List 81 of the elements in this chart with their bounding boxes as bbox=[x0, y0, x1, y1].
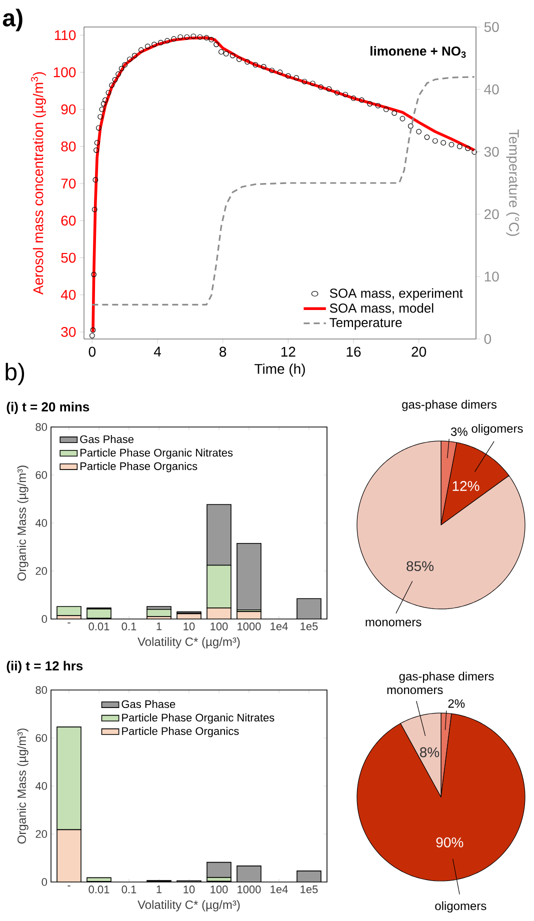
y-tick-label: 20 bbox=[36, 830, 48, 838]
x-tick-label: 1000 bbox=[238, 622, 261, 630]
y-tick-label: 70 bbox=[61, 178, 76, 189]
x-tick-label: 1 bbox=[156, 886, 162, 894]
y-tick-label: 40 bbox=[35, 519, 48, 527]
x-tick-label: 1e5 bbox=[300, 622, 318, 630]
y-tick-label: 60 bbox=[36, 734, 48, 742]
y-tick-label: 40 bbox=[60, 290, 76, 300]
x-tick-label: 0.01 bbox=[88, 886, 110, 894]
y-tick-label: 100 bbox=[54, 67, 76, 78]
x-tick-label: 100 bbox=[210, 886, 228, 894]
x-tick-label: 8 bbox=[220, 346, 226, 357]
x-tick-label: 0.1 bbox=[122, 622, 136, 630]
data-label: 85% bbox=[406, 561, 434, 572]
slice-label: oligomers bbox=[472, 424, 523, 436]
data-label: 2% bbox=[448, 699, 465, 708]
chart-title: a) bbox=[2, 8, 22, 32]
y-axis-title: Organic Mass (µg/m³) bbox=[17, 466, 28, 581]
y2-tick-label: 30 bbox=[484, 146, 499, 157]
y2-tick-label: 50 bbox=[484, 22, 499, 32]
x-tick-label: 16 bbox=[346, 346, 361, 357]
y-tick-label: 80 bbox=[36, 423, 48, 431]
y-tick-label: 40 bbox=[35, 782, 48, 790]
y-tick-label: 50 bbox=[61, 252, 76, 263]
slice-label: oligomers bbox=[435, 901, 486, 913]
legend-label: Particle Phase Organics bbox=[80, 462, 198, 472]
x-tick-label: 20 bbox=[412, 346, 426, 357]
slice-label: gas-phase dimers bbox=[399, 672, 494, 683]
y-tick-label: 60 bbox=[61, 216, 76, 226]
y2-tick-label: 20 bbox=[484, 209, 499, 220]
y2-axis-title: Temperature (°C) bbox=[506, 130, 520, 236]
data-label: 12% bbox=[452, 481, 480, 491]
y2-tick-label: 10 bbox=[484, 272, 499, 282]
text: limonene + NO$_{3}$ bbox=[370, 46, 466, 58]
x-tick-label: 100 bbox=[210, 622, 228, 630]
y-tick-label: 30 bbox=[61, 326, 76, 337]
x-tick-label: - bbox=[68, 622, 70, 624]
chart-title: (ii) t = 12 hrs bbox=[6, 660, 83, 674]
x-tick-label: 0.1 bbox=[122, 886, 136, 894]
y-tick-label: 0 bbox=[42, 615, 48, 623]
y-tick-label: 80 bbox=[61, 141, 76, 152]
x-tick-label: 10 bbox=[184, 886, 195, 894]
legend-label: Particle Phase Organic Nitrates bbox=[122, 713, 274, 724]
x-tick-label: 1e4 bbox=[270, 886, 288, 894]
x-tick-label: 0.01 bbox=[88, 622, 110, 630]
legend-label: Gas Phase bbox=[122, 700, 176, 708]
x-tick-label: 10 bbox=[184, 622, 195, 630]
legend-label: SOA mass, experiment bbox=[330, 288, 463, 300]
y-tick-label: 60 bbox=[36, 471, 48, 479]
y2-tick-label: 40 bbox=[484, 84, 499, 94]
slice-label: gas-phase dimers bbox=[402, 400, 497, 412]
y-tick-label: 80 bbox=[36, 686, 48, 694]
y-tick-label: 110 bbox=[54, 30, 76, 40]
x-tick-label: 1e5 bbox=[300, 886, 318, 894]
y2-tick-label: 0 bbox=[484, 334, 492, 344]
x-axis-title: Time (h) bbox=[254, 364, 305, 377]
x-tick-label: 0 bbox=[88, 346, 96, 357]
data-label: 8% bbox=[420, 747, 440, 758]
legend-label: Gas Phase bbox=[80, 435, 134, 444]
slice-label: monomers bbox=[387, 688, 443, 694]
x-axis-title: Volatility C* (µg/m³) bbox=[138, 637, 240, 648]
y-axis-title: Aerosol mass concentration (µg/m$^{3}$) bbox=[31, 72, 46, 295]
x-tick-label: 12 bbox=[281, 346, 296, 357]
y-axis-title: Organic Mass (µg/m³) bbox=[17, 728, 28, 844]
slice-label: monomers bbox=[366, 620, 422, 626]
legend-label: Particle Phase Organic Nitrates bbox=[80, 448, 233, 459]
text: b) bbox=[6, 362, 24, 386]
legend-label: Particle Phase Organics bbox=[122, 726, 239, 738]
y-tick-label: 20 bbox=[36, 567, 48, 575]
y-tick-label: 90 bbox=[61, 104, 76, 114]
x-axis-title: Volatility C* (µg/m³) bbox=[138, 900, 240, 912]
data-label: 3% bbox=[450, 427, 468, 436]
x-tick-label: 1e4 bbox=[270, 622, 288, 630]
legend-label: SOA mass, model bbox=[330, 303, 434, 314]
x-tick-label: 1000 bbox=[238, 886, 261, 894]
chart-title: (i) t = 20 mins bbox=[6, 402, 90, 414]
data-label: 90% bbox=[436, 837, 464, 848]
y-tick-label: 0 bbox=[42, 878, 48, 886]
x-tick-label: 4 bbox=[154, 346, 161, 356]
x-tick-label: 1 bbox=[156, 622, 162, 630]
legend-label: Temperature bbox=[330, 318, 402, 330]
